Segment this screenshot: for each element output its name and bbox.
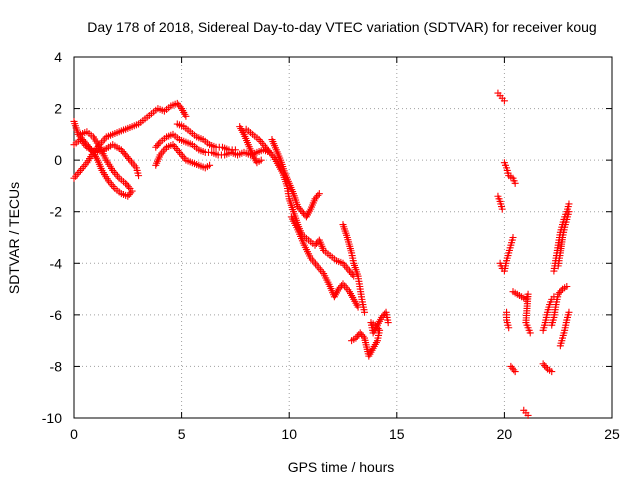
plot-frame: [73, 56, 613, 419]
data-point-interp: [314, 191, 322, 199]
grid: [74, 57, 612, 418]
data-point: [384, 319, 392, 327]
data-point: [565, 308, 573, 316]
x-tick-label: 20: [497, 426, 513, 442]
x-tick-label: 10: [281, 426, 297, 442]
y-tick-label: -6: [50, 307, 63, 323]
data-point: [206, 161, 214, 169]
y-tick-label: -10: [42, 410, 62, 426]
y-tick-label: -4: [50, 255, 63, 271]
y-tick-label: 4: [54, 49, 62, 65]
data-point-interp: [359, 332, 367, 340]
axis-ticks: [73, 56, 613, 419]
x-tick-label: 5: [178, 426, 186, 442]
data-point: [511, 179, 519, 187]
data-point: [565, 200, 573, 208]
data-point: [257, 156, 265, 164]
x-tick-label: 25: [604, 426, 620, 442]
data-point-interp: [155, 140, 163, 148]
data-point: [500, 97, 508, 105]
x-tick-label: 15: [389, 426, 405, 442]
data-point-interp: [125, 183, 133, 191]
data-point: [182, 112, 190, 120]
x-axis-label: GPS time / hours: [288, 459, 395, 475]
y-tick-label: 2: [54, 101, 62, 117]
data-point-interp: [125, 154, 133, 162]
data-point: [524, 411, 532, 419]
data-point-interp: [269, 152, 277, 160]
data-point: [231, 146, 239, 154]
data-point: [526, 329, 534, 337]
data-point: [315, 190, 323, 198]
y-tick-label: -2: [50, 204, 63, 220]
data-point: [505, 324, 513, 332]
chart-title: Day 178 of 2018, Sidereal Day-to-day VTE…: [87, 19, 596, 35]
data-point-interp: [557, 287, 565, 295]
x-tick-label: 0: [70, 426, 78, 442]
data-point-interp: [542, 363, 550, 371]
data-point-interp: [510, 366, 518, 374]
x-tick-labels: 0 5 10 15 20 25: [70, 426, 620, 442]
data-point: [135, 172, 143, 180]
data-point: [565, 208, 573, 216]
data-point: [511, 368, 519, 376]
data-point: [361, 308, 369, 316]
data-point: [548, 368, 556, 376]
y-axis-label: SDTVAR / TECUs: [6, 182, 22, 294]
y-tick-label: -8: [50, 358, 63, 374]
data-point-interp: [127, 189, 135, 197]
data-point: [563, 282, 571, 290]
y-tick-labels: -10 -8 -6 -4 -2 0 2 4: [42, 49, 62, 426]
data-point: [509, 234, 517, 241]
data-marks: [70, 89, 573, 419]
y-tick-label: 0: [54, 152, 62, 168]
data-point: [126, 185, 134, 193]
data-point-interp: [176, 103, 184, 111]
data-point: [498, 205, 506, 213]
